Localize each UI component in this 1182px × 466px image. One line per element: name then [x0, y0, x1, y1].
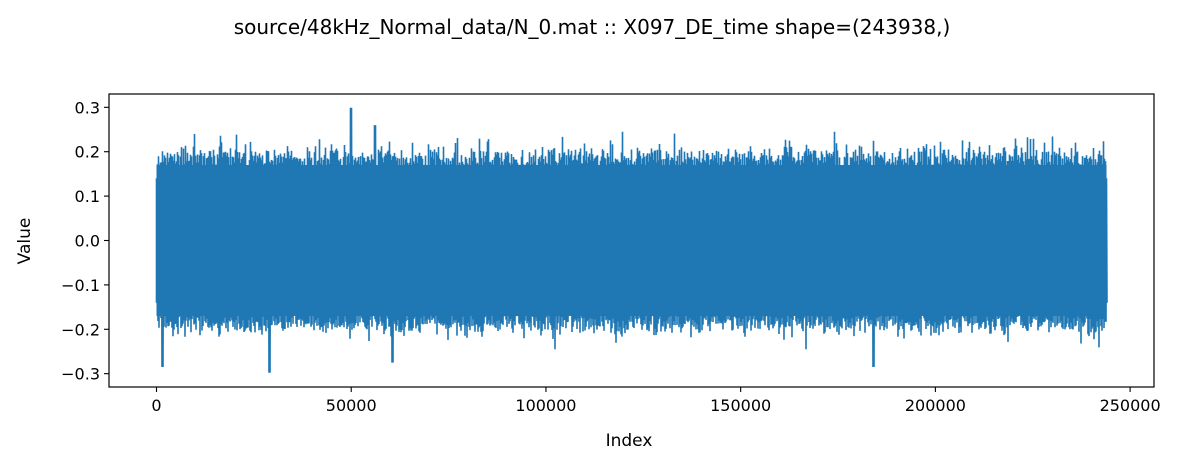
x-tick-label: 150000	[710, 396, 771, 415]
x-tick-label: 200000	[905, 396, 966, 415]
x-tick-label: 100000	[515, 396, 576, 415]
x-tick-label: 250000	[1100, 396, 1161, 415]
x-axis-label: Index	[606, 431, 653, 451]
y-tick-label: 0.1	[75, 187, 100, 206]
plot-area	[155, 107, 1108, 373]
y-axis-label: Value	[15, 218, 35, 265]
series-core	[156, 165, 1107, 316]
x-tick-label: 0	[151, 396, 161, 415]
series-line	[155, 107, 1108, 373]
y-axis: −0.3 −0.2 −0.1 0.0 0.1 0.2 0.3	[61, 98, 109, 384]
y-tick-label: −0.1	[61, 276, 100, 295]
y-tick-label: −0.2	[61, 320, 100, 339]
x-tick-label: 50000	[326, 396, 377, 415]
y-tick-label: −0.3	[61, 365, 100, 384]
y-tick-label: 0.2	[75, 143, 100, 162]
y-tick-label: 0.3	[75, 98, 100, 117]
chart-title: source/48kHz_Normal_data/N_0.mat :: X097…	[234, 15, 951, 39]
y-tick-label: 0.0	[75, 232, 100, 251]
x-axis: 0 50000 100000 150000 200000 250000	[151, 387, 1161, 415]
